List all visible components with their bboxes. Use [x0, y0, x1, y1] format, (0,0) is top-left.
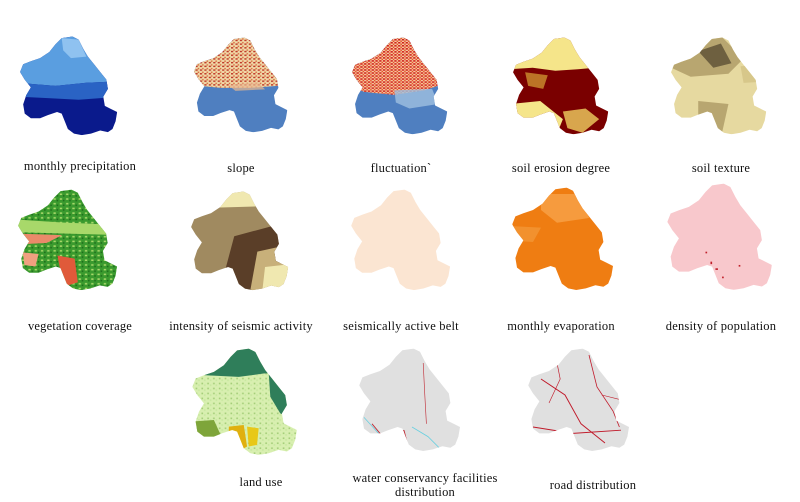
map-caption: monthly precipitation — [23, 159, 137, 173]
map-slope — [193, 37, 288, 133]
map-vegetation — [18, 189, 118, 291]
map-caption: land use — [239, 475, 283, 489]
map-road — [528, 348, 629, 451]
map-soil-texture — [671, 37, 767, 135]
map-precipitation — [20, 36, 118, 136]
map-seismic-belt — [351, 189, 451, 291]
map-caption: seismically active belt — [343, 319, 459, 333]
map-caption: slope — [227, 161, 255, 175]
map-caption: soil texture — [691, 161, 751, 175]
map-fluctuation — [352, 37, 448, 135]
map-seismic-intensity — [191, 191, 289, 291]
map-caption: intensity of seismic activity — [169, 319, 313, 333]
map-population — [667, 183, 772, 290]
map-caption: vegetation coverage — [27, 319, 133, 333]
map-caption: road distribution — [549, 478, 637, 492]
map-soil-erosion — [513, 37, 609, 135]
map-caption: soil erosion degree — [511, 161, 611, 175]
map-caption: monthly evaporation — [507, 319, 615, 333]
map-water-conservancy — [359, 348, 460, 451]
map-caption: density of population — [665, 319, 777, 333]
map-caption: water conservancy facilities distributio… — [352, 471, 498, 499]
map-evaporation — [512, 187, 613, 290]
map-land-use — [192, 348, 297, 455]
map-caption: fluctuation` — [370, 161, 432, 175]
